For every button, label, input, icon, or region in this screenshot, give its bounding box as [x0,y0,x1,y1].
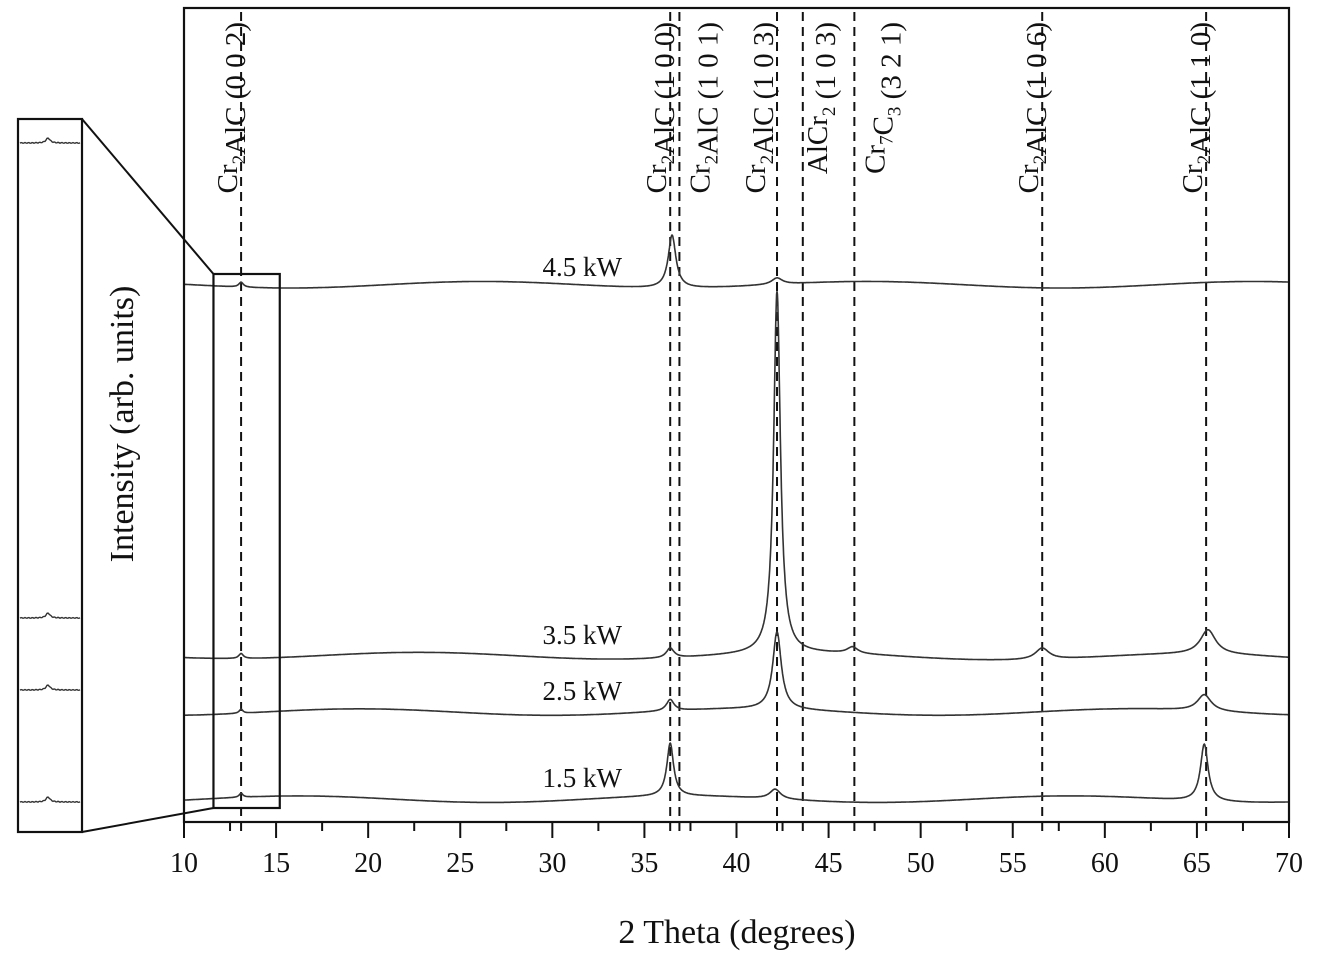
reference-label: Cr2AlC (1 0 0) [641,22,681,193]
reference-label: Cr2AlC (1 0 3) [740,22,780,193]
plot-frame [182,6,1291,824]
reference-lines [240,12,1208,832]
series-label: 3.5 kW [543,620,623,650]
reference-label: Cr7C3 (3 2 1) [859,22,907,174]
zoom-region-box [81,118,281,833]
inset-curve [19,137,81,145]
xrd-curve [184,630,1289,717]
series-label: 2.5 kW [543,676,623,706]
xrd-curve [184,291,1290,661]
x-tick-label: 45 [815,848,843,879]
x-tick-label: 20 [354,848,382,879]
x-axis: 10 15 20 25 30 35 40 45 50 55 60 65 70 [170,822,1303,879]
x-tick-label: 25 [446,848,474,879]
series-label: 4.5 kW [543,252,623,282]
inset-curve [19,684,81,692]
xrd-curve [184,234,1289,289]
reference-labels: Cr2AlC (0 0 2)Cr2AlC (1 0 0)Cr2AlC (1 0 … [212,22,1217,193]
reference-label: Cr2AlC (1 0 6) [1013,22,1053,193]
series-label: 1.5 kW [543,763,623,793]
x-tick-label: 40 [723,848,751,879]
x-tick-label: 65 [1183,848,1211,879]
x-tick-label: 10 [170,848,198,879]
reference-label: Cr2AlC (1 1 0) [1177,22,1217,193]
reference-label: Cr2AlC (1 0 1) [684,22,724,193]
y-axis-title: Intensity (arb. units) [104,286,141,563]
x-tick-label: 15 [262,848,290,879]
series-labels: 4.5 kW 3.5 kW 2.5 kW 1.5 kW [543,252,623,793]
inset-panel [16,117,84,834]
x-tick-label: 30 [538,848,566,879]
x-tick-label: 60 [1091,848,1119,879]
x-tick-label: 50 [907,848,935,879]
curves [184,234,1290,804]
reference-label: AlCr2 (1 0 3) [802,22,842,174]
reference-label: Cr2AlC (0 0 2) [212,22,252,193]
x-tick-label: 35 [630,848,658,879]
xrd-curve [184,741,1289,804]
x-tick-label: 55 [999,848,1027,879]
inset-curve [19,796,81,804]
x-axis-title: 2 Theta (degrees) [618,914,855,951]
x-tick-label: 70 [1275,848,1303,879]
inset-curve [19,612,81,620]
